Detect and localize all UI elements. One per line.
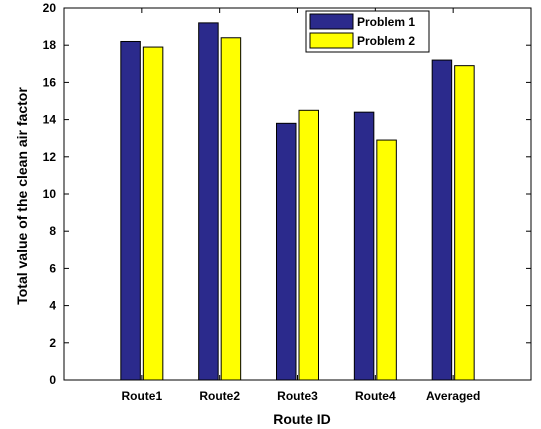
y-tick-label-2: 2 — [49, 336, 56, 350]
y-tick-label-10: 10 — [43, 187, 57, 201]
bar-problem-1-route2 — [198, 22, 219, 381]
x-tick-label-averaged: Averaged — [426, 389, 480, 403]
bar-problem-1-route3 — [276, 122, 297, 381]
bar-problem-1-averaged — [431, 59, 453, 381]
y-tick-label-12: 12 — [43, 150, 57, 164]
legend-label-problem-2: Problem 2 — [357, 34, 415, 48]
y-tick-label-14: 14 — [43, 113, 57, 127]
x-tick-label-route3: Route3 — [277, 389, 318, 403]
x-axis-title: Route ID — [273, 411, 331, 427]
bar-problem-1-route1 — [120, 40, 141, 381]
y-tick-label-16: 16 — [43, 75, 57, 89]
legend: Problem 1 Problem 2 — [305, 10, 430, 53]
bar-problem-2-route1 — [142, 46, 164, 381]
y-tick-label-6: 6 — [49, 261, 56, 275]
y-tick-label-0: 0 — [49, 373, 56, 387]
legend-swatch-problem-2 — [309, 32, 354, 49]
x-tick-label-route2: Route2 — [199, 389, 240, 403]
plot-area — [64, 8, 531, 380]
legend-swatch-problem-1 — [309, 13, 354, 30]
legend-label-problem-1: Problem 1 — [357, 15, 415, 29]
y-tick-label-8: 8 — [49, 224, 56, 238]
y-tick-label-18: 18 — [43, 38, 57, 52]
y-tick-label-20: 20 — [43, 1, 57, 15]
y-axis-title: Total value of the clean air factor — [14, 87, 30, 305]
bar-problem-2-averaged — [454, 65, 475, 381]
bar-problem-2-route3 — [298, 109, 319, 381]
bar-problem-2-route4 — [376, 139, 397, 381]
ticks-group: 0 2 4 6 8 10 12 14 16 18 20 Route1 Route2 Route3 Route… — [43, 1, 531, 403]
x-tick-label-route1: Route1 — [121, 389, 162, 403]
bars-group — [120, 22, 475, 381]
bar-problem-1-route4 — [353, 111, 375, 381]
bar-problem-2-route2 — [220, 37, 242, 381]
plot-background — [64, 8, 531, 380]
y-tick-label-4: 4 — [49, 299, 56, 313]
x-tick-label-route4: Route4 — [355, 389, 396, 403]
